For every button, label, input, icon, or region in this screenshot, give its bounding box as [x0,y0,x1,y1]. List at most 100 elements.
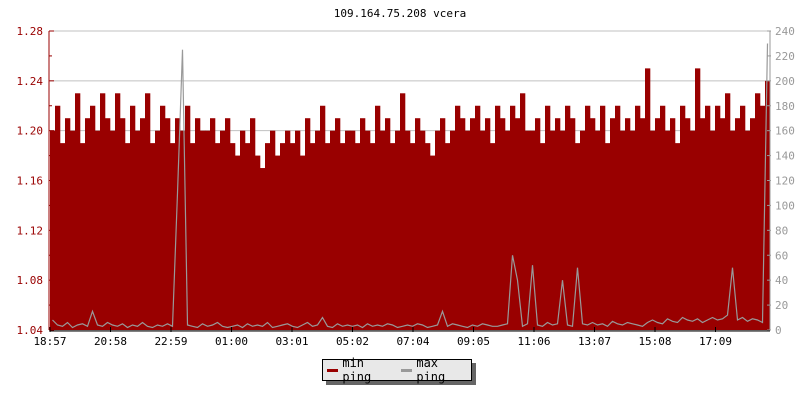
legend-swatch-min [327,368,339,372]
min-ping-bar [630,130,636,330]
min-ping-bar [585,105,591,330]
min-ping-bar [735,118,741,330]
min-ping-bar [720,118,726,330]
min-ping-bar [725,93,731,331]
min-ping-bar [60,143,66,330]
min-ping-bar [110,130,116,330]
min-ping-bar [145,93,151,331]
min-ping-bar [285,130,291,330]
min-ping-bar [685,118,691,330]
min-ping-bar [475,105,481,330]
min-ping-bar [570,118,576,330]
min-ping-bar [55,105,61,330]
min-ping-bar [450,130,456,330]
x-tick-label: 22:59 [154,335,187,348]
min-ping-bar [580,130,586,330]
min-ping-bar [310,143,316,330]
min-ping-bar [670,118,676,330]
min-ping-bar [340,143,346,330]
min-ping-bar [680,105,686,330]
y-right-tick-label: 240 [775,25,795,38]
min-ping-bar [640,118,646,330]
min-ping-bar [130,105,136,330]
min-ping-bar [370,143,376,330]
min-ping-bar [665,130,671,330]
min-ping-bar [710,130,716,330]
x-tick-label: 05:02 [336,335,369,348]
min-ping-bar [480,130,486,330]
min-ping-bar [590,118,596,330]
min-ping-bar [150,143,156,330]
min-ping-bar [510,105,516,330]
min-ping-bar [445,143,451,330]
min-ping-bar [255,155,261,330]
min-ping-bar [205,130,211,330]
min-ping-bar [430,155,436,330]
min-ping-bar [755,93,761,331]
min-ping-bar [635,105,641,330]
y-left-tick-label: 1.16 [17,175,44,188]
x-tick-label: 07:04 [396,335,429,348]
min-ping-bar [200,130,206,330]
min-ping-bar [730,130,736,330]
min-ping-bar [245,143,251,330]
min-ping-bar [365,130,371,330]
min-ping-bar [650,130,656,330]
y-right-tick-label: 100 [775,199,795,212]
y-right-tick-label: 180 [775,100,795,113]
legend-swatch-max [401,368,413,372]
y-right-tick-label: 120 [775,175,795,188]
y-right-tick-label: 0 [775,324,782,337]
min-ping-bar [300,155,306,330]
min-ping-bar [500,118,506,330]
y-right-tick-label: 140 [775,150,795,163]
min-ping-bar [165,118,171,330]
min-ping-bar [565,105,571,330]
min-ping-bar [80,143,86,330]
x-tick-label: 18:57 [33,335,66,348]
min-ping-bar [470,118,476,330]
min-ping-bar [740,105,746,330]
min-ping-bar [345,130,351,330]
min-ping-bar [375,105,381,330]
min-ping-bar [85,118,91,330]
min-ping-bar [690,130,696,330]
min-ping-bar [160,105,166,330]
min-ping-bar [540,143,546,330]
x-tick-label: 01:00 [215,335,248,348]
min-ping-bar [515,118,521,330]
min-ping-bar [715,105,721,330]
min-ping-bar [335,118,341,330]
y-left-tick-label: 1.04 [17,324,44,337]
y-right-tick-label: 80 [775,224,788,237]
chart-title: 109.164.75.208 vcera [334,7,466,20]
min-ping-bar [400,93,406,331]
min-ping-bar [495,105,501,330]
x-tick-label: 11:06 [517,335,550,348]
min-ping-bar [135,130,141,330]
min-ping-bar [315,130,321,330]
min-ping-bar [225,118,231,330]
min-ping-bar [250,118,256,330]
min-ping-bar [410,143,416,330]
y-left-tick-label: 1.24 [17,75,44,88]
min-ping-bar [75,93,81,331]
min-ping-bar [420,130,426,330]
y-left-tick-label: 1.08 [17,274,44,287]
min-ping-bar [560,130,566,330]
min-ping-bar [355,143,361,330]
min-ping-bar [120,118,126,330]
y-right-tick-label: 220 [775,50,795,63]
min-ping-bar [210,118,216,330]
x-tick-label: 03:01 [275,335,308,348]
y-left-tick-label: 1.28 [17,25,44,38]
min-ping-bar [750,118,756,330]
min-ping-bar [745,130,751,330]
min-ping-bar [325,143,331,330]
min-ping-bar [530,130,536,330]
min-ping-bar [175,118,181,330]
min-ping-bar [455,105,461,330]
y-right-tick-label: 160 [775,125,795,138]
min-ping-bar [275,155,281,330]
